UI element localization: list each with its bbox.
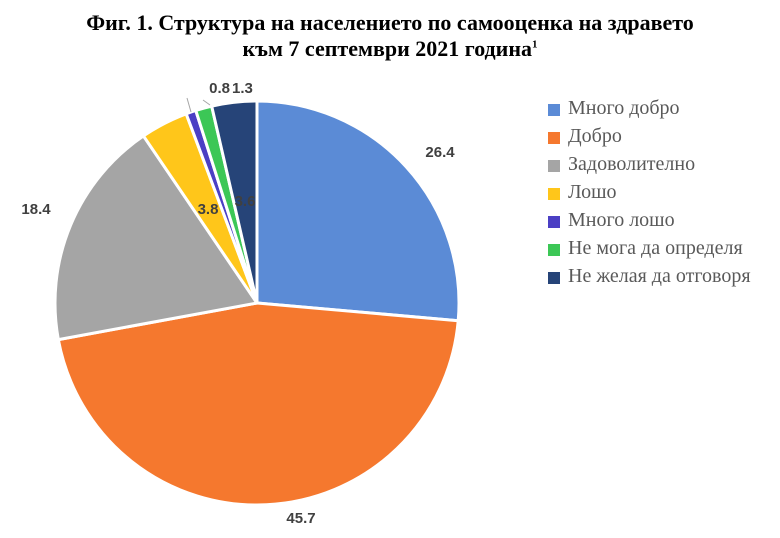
legend-item-4: Много лошо	[548, 208, 773, 232]
legend-label-2: Задоволително	[568, 153, 696, 175]
legend-swatch-5	[548, 244, 560, 256]
legend-item-5: Не мога да определя	[548, 236, 773, 260]
pie-slice-2	[53, 134, 259, 342]
pie-slice-0	[255, 99, 461, 323]
legend-item-0: Много добро	[548, 96, 773, 120]
data-label-5: 1.3	[232, 80, 253, 97]
legend: Много добро Добро Задоволително Лошо Мно…	[548, 96, 773, 292]
legend-swatch-3	[548, 188, 560, 200]
pie-slice-6	[210, 99, 259, 305]
chart-title-line2: към 7 септември 2021 година	[242, 36, 533, 61]
legend-label-3: Лошо	[568, 181, 617, 203]
legend-label-4: Много лошо	[568, 209, 675, 231]
legend-label-1: Добро	[568, 125, 622, 147]
legend-item-6: Не желая да отговоря	[548, 264, 773, 288]
legend-item-1: Добро	[548, 124, 773, 148]
data-label-1: 45.7	[286, 510, 315, 527]
legend-item-3: Лошо	[548, 180, 773, 204]
chart-title: Фиг. 1. Структура на населението по само…	[0, 10, 780, 62]
legend-swatch-4	[548, 216, 560, 228]
data-label-4: 0.8	[209, 80, 230, 97]
pie-slice-1	[56, 301, 460, 507]
legend-item-2: Задоволително	[548, 152, 773, 176]
chart-title-line1: Фиг. 1. Структура на населението по само…	[86, 10, 694, 35]
chart-title-line2-wrap: към 7 септември 2021 година1	[0, 36, 780, 62]
leader-line-0	[186, 97, 192, 113]
data-label-2: 18.4	[21, 201, 51, 218]
legend-swatch-2	[548, 160, 560, 172]
leader-line-1	[202, 99, 211, 106]
legend-label-6: Не желая да отговоря	[568, 265, 751, 287]
footnote-marker: 1	[532, 38, 538, 51]
legend-label-0: Много добро	[568, 97, 680, 119]
legend-label-5: Не мога да определя	[568, 237, 743, 259]
data-label-3: 3.8	[198, 201, 219, 218]
data-label-6: 3.6	[235, 193, 256, 210]
legend-swatch-6	[548, 272, 560, 284]
legend-swatch-0	[548, 104, 560, 116]
legend-swatch-1	[548, 132, 560, 144]
data-label-0: 26.4	[425, 144, 455, 161]
